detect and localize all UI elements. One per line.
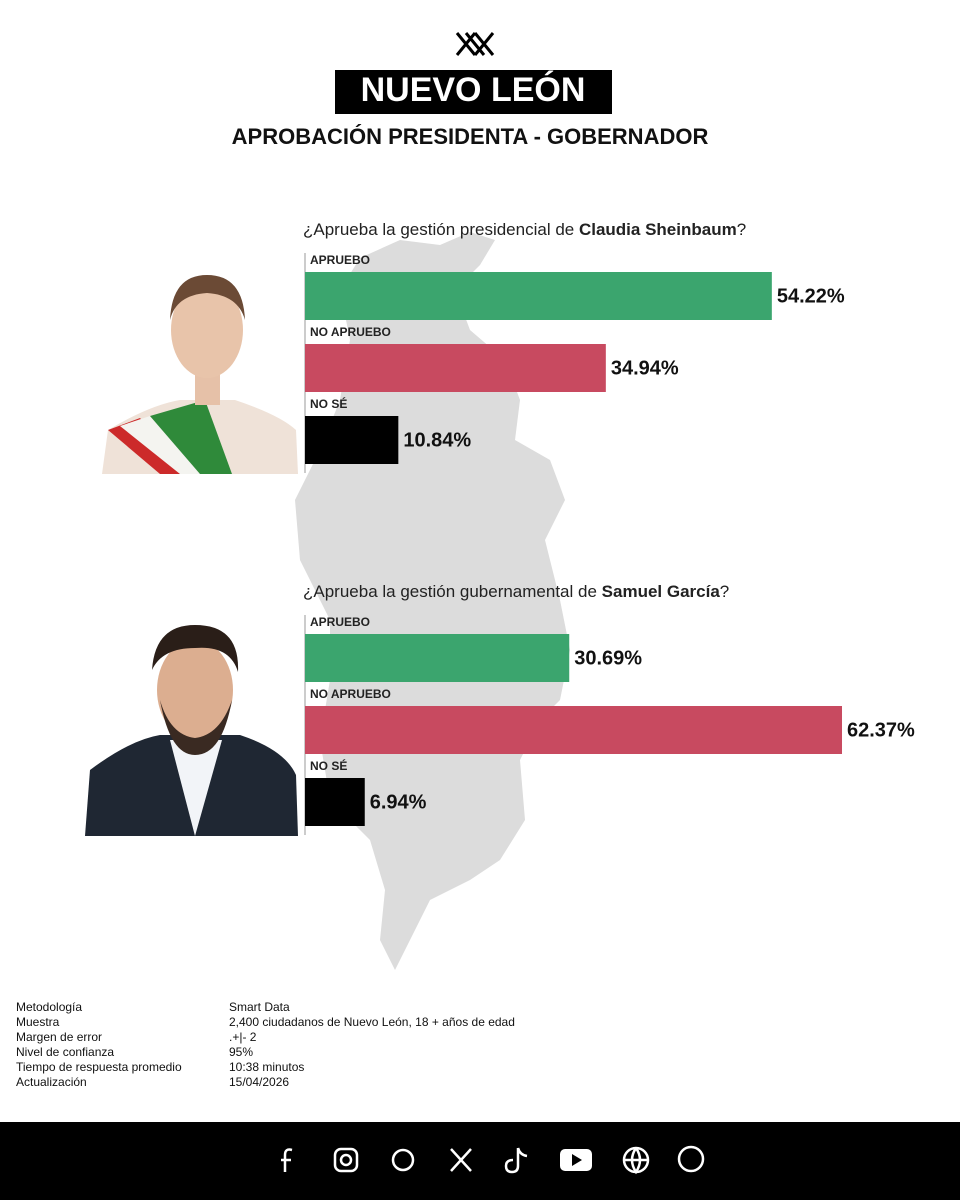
method-label: Tiempo de respuesta promedio [16,1060,182,1074]
methodology: Metodología Smart Data Muestra 2,400 ciudad… [16,1000,515,1089]
bar [305,706,843,754]
photo-garcia [85,625,298,836]
category-label: APRUEBO [310,253,370,267]
category-label: NO SÉ [310,396,347,411]
method-value: 15/04/2026 [229,1075,289,1089]
threads-icon[interactable] [391,1148,415,1172]
whatsapp-icon[interactable] [677,1145,705,1173]
method-value: 10:38 minutos [229,1060,304,1074]
category-label: NO APRUEBO [310,325,391,339]
bar [305,634,570,682]
facebook-icon[interactable] [281,1148,293,1172]
bar [305,344,606,392]
method-value: .+|- 2 [229,1030,257,1044]
question: ¿Aprueba la gestión presidencial de Clau… [303,220,746,239]
title-box [335,70,612,114]
method-label: Margen de error [16,1030,102,1044]
social-icons [281,1145,705,1175]
value-label: 10.84% [403,429,471,451]
method-label: Actualización [16,1075,87,1089]
x-icon[interactable] [450,1148,472,1172]
value-label: 30.69% [574,647,642,669]
method-value: 2,400 ciudadanos de Nuevo León, 18 + año… [229,1015,515,1029]
value-label: 62.37% [847,719,915,741]
subtitle: APROBACIÓN PRESIDENTA - GOBERNADOR [232,124,709,149]
bar [305,272,772,320]
web-meridians [624,1147,648,1175]
method-label: Metodología [16,1000,82,1014]
footer [0,1122,960,1200]
category-label: APRUEBO [310,615,370,629]
method-label: Nivel de confianza [16,1045,114,1059]
tiktok-icon[interactable] [504,1147,528,1174]
question-suffix: ? [737,220,746,239]
question-name: Samuel García [602,582,721,601]
method-value: 95% [229,1045,253,1059]
category-label: NO SÉ [310,758,347,773]
value-label: 34.94% [611,357,679,379]
method-label: Muestra [16,1015,60,1029]
instagram-icon[interactable] [333,1147,359,1173]
bar [305,778,365,826]
value-label: 6.94% [370,791,427,813]
logo [455,32,495,56]
youtube-play [572,1154,582,1166]
question-prefix: ¿Aprueba la gestión gubernamental de [303,582,602,601]
photo-sheinbaum [102,275,298,474]
title: NUEVO LEÓN [361,71,586,109]
question-name: Claudia Sheinbaum [579,220,737,239]
question-suffix: ? [720,582,729,601]
question: ¿Aprueba la gestión gubernamental de Sam… [303,582,729,601]
method-value: Smart Data [229,1000,290,1014]
question-prefix: ¿Aprueba la gestión presidencial de [303,220,579,239]
bar [305,416,399,464]
value-label: 54.22% [777,285,845,307]
category-label: NO APRUEBO [310,687,391,701]
instagram-lens [339,1153,353,1167]
